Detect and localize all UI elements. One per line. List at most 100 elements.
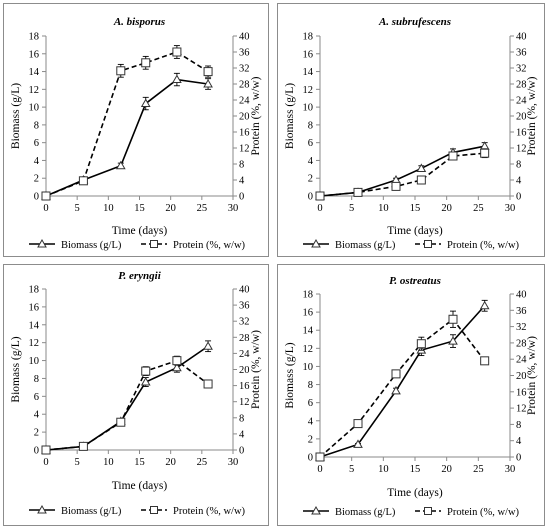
legend-label: Protein (%, w/w) bbox=[173, 506, 246, 517]
x-axis-label: Time (days) bbox=[112, 225, 168, 237]
x-axis-label: Time (days) bbox=[112, 480, 168, 492]
chart-title: A. bisporus bbox=[113, 16, 165, 28]
legend-marker-triangle bbox=[311, 238, 321, 248]
x-tick-label: 15 bbox=[134, 203, 145, 214]
x-tick-label: 5 bbox=[75, 203, 80, 214]
y2-tick-label: 36 bbox=[516, 306, 527, 317]
legend-label: Protein (%, w/w) bbox=[447, 240, 520, 251]
y-tick-label: 6 bbox=[308, 138, 313, 149]
y-tick-label: 6 bbox=[34, 392, 39, 403]
x-tick-label: 25 bbox=[473, 464, 484, 475]
y-tick-label: 14 bbox=[29, 320, 40, 331]
y2-tick-label: 32 bbox=[239, 317, 250, 328]
series-line-protein-w-w bbox=[319, 318, 486, 458]
y2-tick-label: 16 bbox=[516, 128, 527, 139]
y2-tick-label: 24 bbox=[516, 355, 527, 366]
data-point-triangle bbox=[416, 163, 427, 172]
y-axis-label: Biomass (g/L) bbox=[284, 342, 296, 408]
y-tick-label: 14 bbox=[303, 67, 314, 78]
data-point-square bbox=[315, 452, 325, 462]
x-tick-label: 0 bbox=[43, 203, 48, 214]
chart-title: P. eryngii bbox=[118, 270, 162, 282]
y2-tick-label: 16 bbox=[239, 381, 250, 392]
x-tick-label: 20 bbox=[165, 457, 176, 468]
y-tick-label: 0 bbox=[308, 453, 313, 464]
y-tick-label: 12 bbox=[29, 338, 40, 349]
x-tick-label: 15 bbox=[134, 457, 145, 468]
x-tick-label: 10 bbox=[378, 203, 389, 214]
y2-tick-label: 28 bbox=[516, 338, 527, 349]
chart-title: A. subrufescens bbox=[378, 16, 451, 28]
data-point-square bbox=[480, 148, 490, 158]
y-tick-label: 8 bbox=[34, 120, 39, 131]
series-line-protein-w-w bbox=[45, 359, 209, 451]
x-tick-label: 30 bbox=[228, 457, 239, 468]
chart-panel-a-bisporus: A. bisporus 0 5 10 15 20 25 30 0 2 4 6 8 10 12 14 16 18 0 4… bbox=[3, 3, 269, 257]
chart-legend: Biomass (g/L) Protein (%, w/w) bbox=[303, 238, 520, 251]
y-tick-label: 10 bbox=[29, 103, 40, 114]
x-tick-label: 30 bbox=[505, 464, 516, 475]
y-tick-label: 14 bbox=[303, 326, 314, 337]
x-tick-label: 30 bbox=[505, 203, 516, 214]
data-point-square bbox=[116, 417, 126, 427]
data-point-square bbox=[448, 314, 458, 324]
x-tick-label: 0 bbox=[317, 464, 322, 475]
y-axis-label: Biomass (g/L) bbox=[284, 83, 296, 149]
legend-label: Protein (%, w/w) bbox=[447, 507, 520, 518]
chart-legend: Biomass (g/L) Protein (%, w/w) bbox=[29, 238, 246, 251]
data-point-square bbox=[141, 58, 151, 68]
x-axis-label: Time (days) bbox=[387, 487, 443, 499]
chart-panel-p-ostreatus: P. ostreatus 0 5 10 15 20 25 30 0 2 4 6 8 10 12 14 16 18 0… bbox=[277, 264, 545, 526]
x-tick-label: 0 bbox=[43, 457, 48, 468]
data-point-triangle bbox=[172, 362, 182, 372]
chart-legend: Biomass (g/L) Protein (%, w/w) bbox=[29, 504, 246, 517]
y2-tick-label: 8 bbox=[516, 420, 521, 431]
y2-tick-label: 28 bbox=[239, 333, 250, 344]
data-point-square bbox=[78, 441, 88, 451]
y-tick-label: 10 bbox=[303, 362, 314, 373]
y2-tick-label: 32 bbox=[239, 64, 250, 75]
y2-tick-label: 32 bbox=[516, 64, 527, 75]
y2-tick-label: 0 bbox=[239, 192, 244, 203]
y-tick-label: 18 bbox=[29, 285, 40, 296]
y-tick-label: 0 bbox=[34, 192, 39, 203]
y-tick-label: 4 bbox=[308, 416, 314, 427]
data-point-square bbox=[391, 181, 401, 191]
y2-axis-label: Protein (%, w/w) bbox=[250, 330, 262, 409]
y2-tick-label: 12 bbox=[516, 404, 527, 415]
legend-label: Biomass (g/L) bbox=[61, 506, 122, 517]
chart-panel-a-subrufescens: A. subrufescens 0 5 10 15 20 25 30 0 2 4 6 8 10 12 14 16… bbox=[277, 3, 545, 257]
x-tick-label: 5 bbox=[349, 464, 354, 475]
x-tick-label: 25 bbox=[473, 203, 484, 214]
y2-tick-label: 8 bbox=[239, 413, 244, 424]
series-biomass-g-l bbox=[41, 72, 213, 200]
y2-tick-label: 0 bbox=[516, 192, 521, 203]
legend-marker-square bbox=[424, 240, 432, 248]
y-axis-label: Biomass (g/L) bbox=[10, 83, 22, 149]
data-point-square bbox=[391, 369, 401, 379]
y2-tick-label: 36 bbox=[516, 48, 527, 59]
y-tick-label: 18 bbox=[303, 32, 314, 43]
x-tick-label: 25 bbox=[197, 203, 208, 214]
data-point-triangle bbox=[479, 300, 490, 310]
series-protein-w-w bbox=[315, 148, 490, 201]
chart-panel-p-eryngii: P. eryngii 0 5 10 15 20 25 30 0 2 4 6 8 10 12 14 16 18 0 4 8… bbox=[3, 264, 269, 526]
x-tick-label: 5 bbox=[75, 457, 80, 468]
y2-tick-label: 12 bbox=[516, 144, 527, 155]
y-tick-label: 16 bbox=[303, 49, 314, 60]
x-axis-label: Time (days) bbox=[387, 225, 443, 237]
y-tick-label: 16 bbox=[29, 49, 40, 60]
series-line-biomass-g-l bbox=[45, 345, 209, 451]
series-line-biomass-g-l bbox=[319, 305, 486, 458]
series-protein-w-w bbox=[41, 45, 213, 201]
y2-tick-label: 28 bbox=[516, 80, 527, 91]
y-tick-label: 0 bbox=[34, 446, 39, 457]
legend-marker-triangle bbox=[37, 504, 47, 514]
legend-marker-square bbox=[150, 240, 158, 248]
x-tick-label: 25 bbox=[197, 457, 208, 468]
y2-tick-label: 24 bbox=[239, 349, 250, 360]
data-point-square bbox=[480, 356, 490, 366]
x-tick-label: 30 bbox=[228, 203, 239, 214]
